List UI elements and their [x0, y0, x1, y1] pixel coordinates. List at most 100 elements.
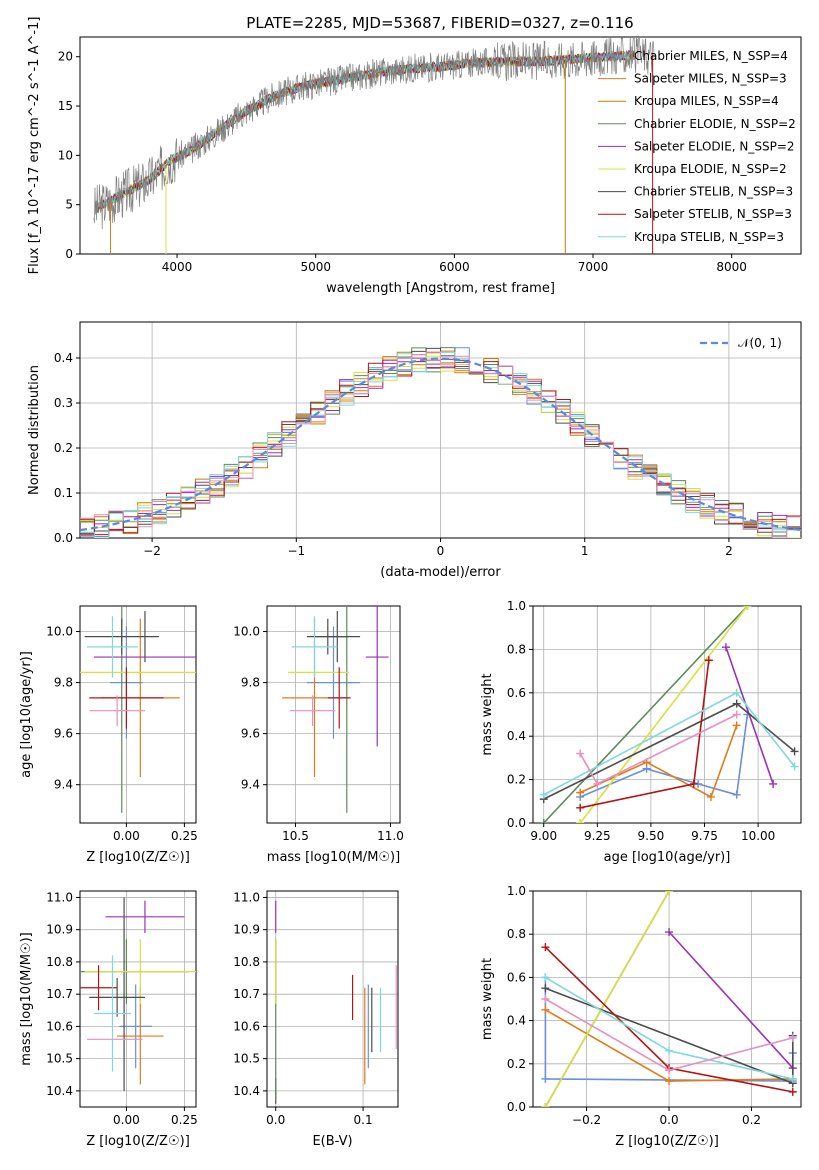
x-tick-label: 9.50: [638, 829, 665, 843]
weight-point-marker: [721, 643, 730, 652]
y-tick-label: 0.0: [507, 1100, 526, 1114]
y-tick-label: 0.2: [507, 1057, 526, 1071]
x-tick-label: 0: [437, 544, 445, 558]
weight-point-marker: [769, 779, 778, 788]
y-tick-label: 10.5: [233, 1052, 260, 1066]
weight-point-marker: [732, 699, 741, 708]
x-tick-label: 7000: [578, 260, 609, 274]
weight-point-marker: [576, 803, 585, 812]
x-tick-label: −2: [143, 544, 161, 558]
errorbar-group: [80, 606, 196, 813]
legend-label: Kroupa ELODIE, N_SSP=2: [634, 162, 787, 176]
age-vs-mass-panel: 10.5 11.0 9.4 9.6 9.8 10.0 mass [log10(M/M☉)]: [233, 605, 404, 865]
legend-label: Chabrier MILES, N_SSP=4: [634, 49, 788, 63]
legend-label: Chabrier STELIB, N_SSP=3: [634, 185, 793, 199]
weight-point-marker: [576, 819, 585, 823]
legend-label: Kroupa STELIB, N_SSP=3: [634, 230, 784, 244]
figure-title: PLATE=2285, MJD=53687, FIBERID=0327, z=0…: [246, 14, 633, 32]
weight-series-line: [579, 713, 738, 785]
histogram-steps: [80, 347, 801, 538]
weight-point-marker: [576, 749, 585, 758]
x-tick-label: 5000: [300, 260, 331, 274]
y-tick-label: 10.0: [233, 625, 260, 639]
mass-vs-ebv-panel: 0.0 0.1 10.4 10.5 10.6 10.7 10.8 10.9 11.0 E(B-V): [233, 890, 399, 1149]
y-axis-label: mass weight: [480, 673, 495, 755]
y-tick-label: 1.0: [507, 884, 526, 898]
errorbar-group: [275, 900, 397, 1104]
y-tick-label: 0.2: [54, 441, 73, 455]
x-tick-label: 0.25: [171, 1113, 198, 1127]
weight-series-line: [725, 646, 774, 785]
y-tick-label: 10.0: [46, 625, 73, 639]
weight-point-marker: [665, 928, 674, 937]
weight-point-marker: [541, 995, 550, 1003]
y-tick-label: 0.0: [54, 531, 73, 545]
x-axis-label: mass [log10(M/M☉)]: [267, 850, 400, 865]
x-tick-label: 10.5: [282, 829, 309, 843]
spectrum-panel: 4000 5000 6000 7000 8000 0 5 10 15 20 wavelength […: [27, 17, 802, 296]
x-tick-label: 11.0: [377, 829, 404, 843]
plot-frame: [266, 605, 401, 824]
y-tick-label: 0.1: [54, 486, 73, 500]
weight-point-marker: [541, 984, 550, 993]
x-tick-label: 2: [725, 544, 733, 558]
y-tick-label: 0.8: [507, 642, 526, 656]
y-tick-label: 10.8: [46, 955, 73, 969]
y-tick-label: 9.4: [54, 778, 73, 792]
y-tick-label: 10: [58, 148, 73, 162]
weight-point-marker: [732, 721, 741, 730]
y-tick-label: 0.4: [507, 1014, 526, 1028]
x-tick-label: 8000: [716, 260, 747, 274]
plot-frame: [532, 605, 802, 824]
y-tick-label: 10.5: [46, 1052, 73, 1066]
x-tick-label: 6000: [439, 260, 470, 274]
age-vs-metallicity-panel: 0.00 0.25 9.4 9.6 9.8 10.0 Z [log10(Z/Z☉)] age …: [19, 605, 198, 865]
weight-point-marker: [689, 779, 698, 788]
x-tick-label: −0.2: [572, 1113, 601, 1127]
weight-series-line: [579, 606, 749, 823]
y-tick-label: 0.4: [54, 351, 73, 365]
y-tick-label: 10.7: [233, 987, 260, 1001]
observed-spectrum-line: [93, 37, 656, 230]
weight-point-marker: [790, 747, 799, 756]
weight-point-marker: [576, 788, 585, 797]
weight-point-marker: [788, 1087, 797, 1096]
x-axis-label: (data-model)/error: [380, 565, 501, 580]
weight-vs-metallicity-panel: −0.2 0.0 0.2 0.0 0.2 0.4 0.6 0.8 1.0 Z [log10(Z/Z…: [480, 884, 802, 1149]
x-tick-label: 0.25: [171, 829, 198, 843]
x-tick-label: 0.00: [113, 1113, 140, 1127]
y-tick-label: 9.6: [241, 727, 260, 741]
y-tick-label: 0.4: [507, 729, 526, 743]
y-axis-label: mass [log10(M/M☉)]: [19, 932, 34, 1065]
weight-point-marker: [732, 688, 741, 697]
y-tick-label: 0.6: [507, 970, 526, 984]
y-tick-label: 11.0: [46, 890, 73, 904]
y-tick-label: 10.9: [233, 923, 260, 937]
x-tick-label: 0.2: [742, 1113, 761, 1127]
x-axis-label: Z [log10(Z/Z☉)]: [86, 850, 190, 865]
weight-point-marker: [541, 1005, 550, 1014]
x-axis-label: E(B-V): [312, 1134, 352, 1149]
spectrum-lines: [93, 37, 656, 254]
residual-histogram-panel: −2 −1 0 1 2 0.0 0.1 0.2 0.3 0.4 (data-model)/error…: [27, 321, 802, 580]
y-tick-label: 5: [65, 198, 73, 212]
weight-lines: [539, 606, 799, 823]
weight-point-marker: [665, 1046, 674, 1055]
weight-series-line: [544, 891, 670, 1107]
model-spectrum-line: [96, 51, 635, 212]
errorbar-group: [80, 897, 196, 1091]
x-tick-label: 0.00: [113, 829, 140, 843]
x-tick-label: 10.00: [741, 829, 775, 843]
errorbar-group: [282, 606, 389, 813]
x-tick-label: 4000: [162, 260, 193, 274]
weight-point-marker: [539, 819, 548, 823]
y-axis-label: Normed distribution: [27, 365, 42, 495]
weight-point-marker: [665, 1066, 674, 1075]
plot-frame: [266, 890, 399, 1108]
plot-frame: [79, 890, 197, 1108]
plot-frame: [79, 605, 197, 824]
weight-point-marker: [732, 710, 741, 719]
y-tick-label: 10.4: [233, 1084, 260, 1098]
y-tick-label: 0.8: [507, 927, 526, 941]
y-tick-label: 0.2: [507, 773, 526, 787]
